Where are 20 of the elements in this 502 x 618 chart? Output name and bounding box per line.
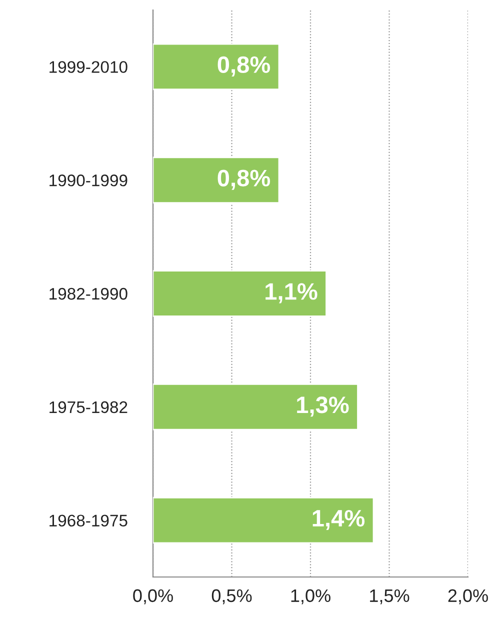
bar xyxy=(153,496,374,544)
y-tick-label: 1990-1999 xyxy=(50,174,128,186)
bar xyxy=(153,384,358,430)
bar xyxy=(153,270,327,317)
data-label: 1,1% xyxy=(266,283,318,304)
y-tick-label: 1999-2010 xyxy=(50,61,128,73)
x-tick-label: 0,5% xyxy=(212,589,252,604)
x-tick-label: 2,0% xyxy=(448,589,488,604)
data-label: 1,4% xyxy=(312,510,365,530)
y-tick-label: 1982-1990 xyxy=(50,288,128,300)
bar xyxy=(153,156,280,204)
x-tick-label: 1,0% xyxy=(291,589,330,604)
y-tick-label: 1975-1982 xyxy=(50,401,128,414)
y-tick-label: 1968-1975 xyxy=(50,514,128,527)
bar xyxy=(153,43,280,90)
data-label: 1,3% xyxy=(297,396,349,417)
x-tick-label: 0,0% xyxy=(133,589,173,604)
data-label: 0,8% xyxy=(218,170,270,190)
x-tick-label: 1,5% xyxy=(370,589,410,604)
data-label: 0,8% xyxy=(218,56,270,76)
